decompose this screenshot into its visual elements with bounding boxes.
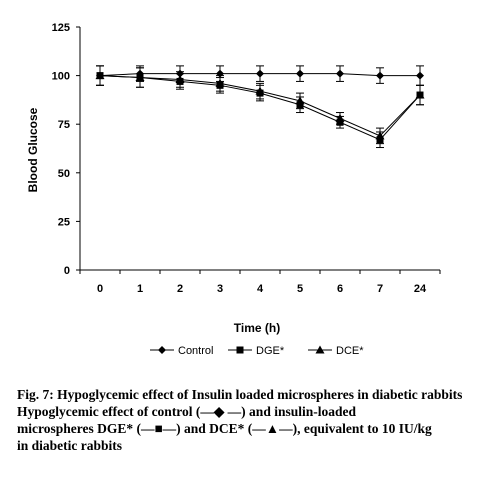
data-point [375,131,385,140]
y-tick-label: 25 [58,216,70,228]
data-point [135,73,145,82]
y-axis-ticks: 0 25 50 75 100 125 [52,22,80,277]
series-layer [95,65,425,149]
y-tick-label: 100 [52,71,70,83]
series-control [96,65,424,86]
y-axis-title: Blood Glucose [26,107,40,192]
legend-marker [315,345,325,354]
data-point [376,71,384,80]
x-tick-label: 0 [97,283,103,295]
data-point [336,69,344,78]
data-point [255,86,265,95]
y-tick-label: 125 [52,22,70,34]
data-point [416,71,424,80]
data-point [175,74,185,83]
x-tick-label: 6 [337,283,343,295]
legend: Control DGE* DCE* [150,345,364,357]
data-point [295,96,305,105]
data-point [296,69,304,78]
x-axis-ticks: 0 1 2 3 4 5 6 7 24 [79,270,441,295]
data-point [95,71,105,80]
caption-title: Fig. 7: Hypoglycemic effect of Insulin l… [17,387,463,402]
x-tick-label: 4 [257,283,264,295]
x-tick-label: 24 [414,283,427,295]
legend-label: Control [178,345,213,357]
caption-line-2: microspheres DGE* (—■—) and DCE* (—▲—), … [17,421,432,436]
y-tick-label: 0 [64,265,70,277]
chart-axes [79,27,440,271]
figure-caption: Fig. 7: Hypoglycemic effect of Insulin l… [17,386,492,454]
data-point [335,113,345,122]
data-point [215,78,225,87]
x-tick-label: 5 [297,283,303,295]
y-tick-label: 50 [58,168,70,180]
legend-label: DCE* [336,345,364,357]
series-dce [95,65,425,145]
caption-line-1: Hypoglycemic effect of control (—◆ —) an… [17,404,356,419]
legend-label: DGE* [256,345,285,357]
x-axis-title: Time (h) [234,321,280,335]
y-tick-label: 75 [58,119,70,131]
legend-marker [236,346,244,354]
blood-glucose-chart: 0 25 50 75 100 125 0 1 2 3 4 5 6 7 24 Blood Glucose T… [26,22,441,357]
x-tick-label: 1 [137,283,143,295]
caption-line-3: in diabetic rabbits [17,438,123,453]
x-tick-label: 2 [177,283,183,295]
x-tick-label: 3 [217,283,223,295]
data-point [256,69,264,78]
legend-marker [158,346,166,354]
x-tick-label: 7 [377,283,383,295]
data-point [415,90,425,99]
